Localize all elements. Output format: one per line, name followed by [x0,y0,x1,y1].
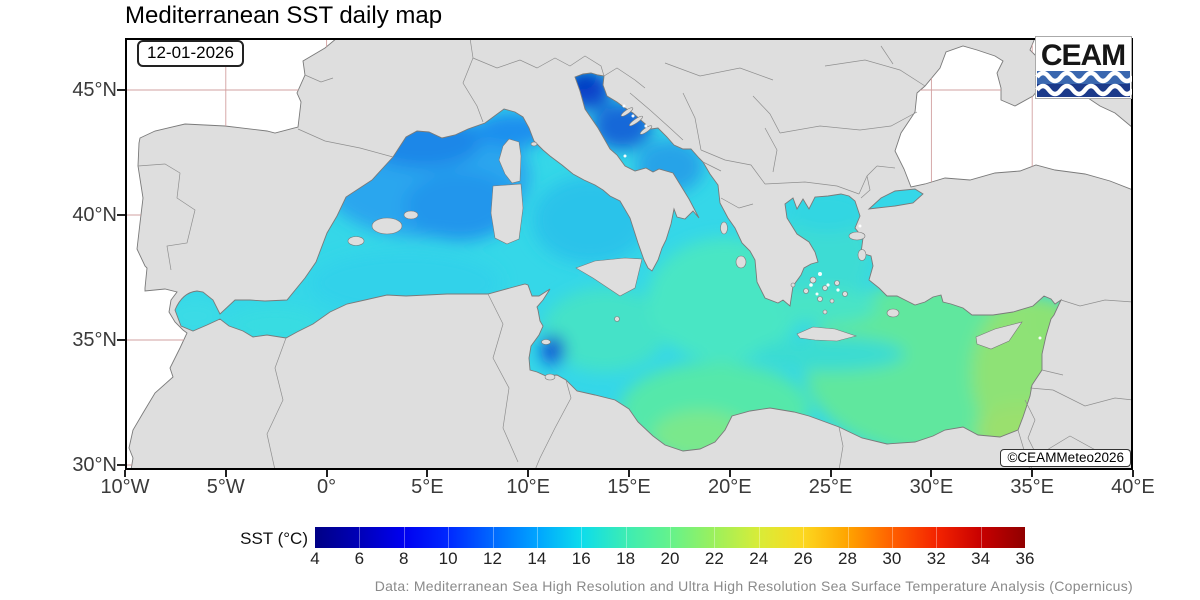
ceam-logo-icon: CEAM [1035,36,1135,99]
colorbar-tick-label: 26 [793,549,813,568]
map-frame [125,38,1133,470]
colorbar-tick-label: 36 [1015,549,1035,568]
page-title: Mediterranean SST daily map [125,2,443,29]
islands [347,107,1023,381]
date-badge: 12-01-2026 [137,40,244,67]
colorbar-label: SST (°C) [240,529,308,548]
ceam-logo: CEAM [1035,36,1135,104]
longitude-tick-label: 5°E [411,476,444,498]
latitude-tick-label: 35°N [72,329,117,351]
data-credit: Data: Mediterranean Sea High Resolution … [374,578,1133,594]
longitude-tick-label: 30°E [909,476,954,498]
cloud-specks [622,104,1042,340]
longitude-tick-label: 20°E [707,476,752,498]
colorbar-gradient [315,527,1025,548]
colorbar-tick-label: 20 [660,549,680,568]
ceam-logo-text: CEAM [1041,39,1125,72]
longitude-tick-label: 25°E [808,476,853,498]
colorbar-tick-label: 4 [310,549,320,568]
colorbar-tick-label: 34 [971,549,991,568]
colorbar-tick-label: 30 [882,549,902,568]
colorbar-tick-label: 14 [527,549,547,568]
latitude-tick-label: 45°N [72,79,117,101]
colorbar-tick-label: 24 [749,549,769,568]
longitude-tick-label: 10°W [100,476,150,498]
colorbar-tick-label: 12 [483,549,502,568]
longitude-axis-labels: 10°W 5°W 0° 5°E 10°E 15°E 20°E 25°E 30°E 35°E 40°E [90,476,1168,499]
colorbar-tick-label: 18 [616,549,636,568]
colorbar-tick-label: 28 [838,549,857,568]
colorbar-tick-label: 32 [926,549,946,568]
latitude-tick-label: 30°N [72,454,117,476]
longitude-tick-label: 0° [317,476,337,498]
colorbar-tick-labels: 4 6 8 10 12 14 16 18 20 22 24 26 28 30 32 34 36 [293,549,1047,569]
colorbar-tick-label: 6 [354,549,365,568]
latitude-axis-labels: 45°N 40°N 35°N 30°N [28,78,117,477]
copyright-watermark: ©CEAMMeteo2026 [1000,449,1131,467]
colorbar-tick-label: 16 [571,549,591,568]
longitude-tick-label: 35°E [1010,476,1054,498]
longitude-tick-label: 15°E [607,476,651,498]
latitude-tick-label: 40°N [72,204,117,226]
longitude-tick-label: 5°W [206,476,245,498]
map-canvas [125,38,1133,470]
colorbar-tick-label: 22 [704,549,724,568]
colorbar-tick-label: 10 [438,549,458,568]
colorbar-tick-label: 8 [399,549,409,568]
longitude-tick-label: 10°E [506,476,550,498]
country-borders [137,38,1133,470]
longitude-tick-label: 40°E [1111,476,1155,498]
